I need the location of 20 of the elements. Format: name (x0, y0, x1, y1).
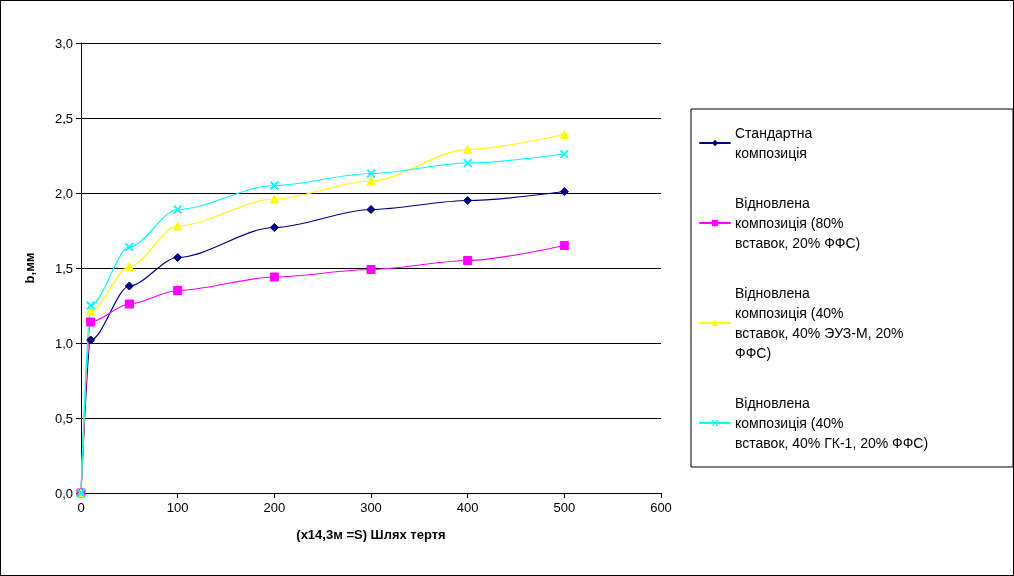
x-tick-label: 100 (166, 500, 189, 515)
y-tick-label: 1,0 (54, 335, 73, 351)
y-tick-label: 1,5 (54, 260, 73, 276)
y-tick-label: 0,5 (54, 410, 73, 426)
x-tick-label: 400 (456, 500, 479, 515)
x-tick-label: 0 (77, 500, 85, 515)
x-axis-title: (x14,3м =S) Шлях тертя (296, 527, 446, 542)
y-axis-title: b,мм (22, 252, 37, 284)
y-tick-label: 3,0 (54, 35, 73, 51)
legend-label: Стандартна композиція (735, 125, 817, 161)
x-tick-label: 200 (263, 500, 286, 515)
legend-label: Відновлена композиція (40% вставок, 40% ГК-1, 20% ФФС) (735, 395, 929, 451)
x-tick-label: 300 (360, 500, 382, 515)
legend-label: Відновлена композиція (80% вставок, 20% ФФС) (735, 195, 861, 251)
x-tick-label: 600 (650, 500, 672, 515)
x-tick-label: 500 (553, 500, 576, 515)
y-tick-label: 2,5 (54, 110, 73, 126)
y-tick-label: 2,0 (54, 185, 73, 201)
y-tick-label: 0,0 (54, 485, 73, 501)
legend-label: Відновлена композиція (40% вставок, 40% ЭУЗ-М, 20% ФФС) (735, 285, 908, 361)
